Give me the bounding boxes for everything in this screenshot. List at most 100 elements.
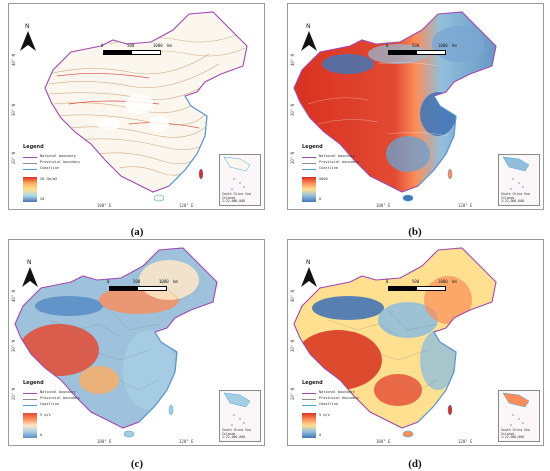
coastline xyxy=(138,331,178,423)
south-china-sea-inset: South China Sea Islands 1:22,000,000 xyxy=(219,154,261,206)
inset-caption: South China Sea Islands 1:22,000,000 xyxy=(501,428,530,440)
inset-map xyxy=(502,392,530,426)
hainan-island xyxy=(402,430,414,438)
scale-unit: km xyxy=(173,279,178,284)
lat-label: 40° N xyxy=(290,53,295,66)
scale-unit: km xyxy=(167,43,172,48)
legend-title: Legend xyxy=(302,380,323,386)
scale-end: 1000 xyxy=(159,279,169,284)
lat-label: 30° N xyxy=(290,339,295,352)
coastline xyxy=(417,331,457,423)
south-china-sea-inset: South China Sea Islands 1:22,000,000 xyxy=(219,390,261,442)
legend-national-label: National boundary xyxy=(319,154,355,158)
legend: Legend National boundary Provincial boun… xyxy=(23,144,113,204)
north-arrow-icon xyxy=(301,267,317,287)
legend-provincial-swatch xyxy=(23,399,37,400)
china-map-c xyxy=(14,247,218,438)
legend-coastline-label: Coastline xyxy=(319,166,338,170)
legend-national-swatch xyxy=(23,157,37,158)
north-label: N xyxy=(27,259,32,266)
legend-coastline-label: Coastline xyxy=(40,166,59,170)
ramp-low-label: 0 xyxy=(319,197,322,201)
ramp-high-label: 5 m/s xyxy=(319,413,330,417)
north-arrow: N xyxy=(19,23,37,53)
legend-provincial-label: Provincial boundary xyxy=(40,160,81,164)
lat-label: 30° N xyxy=(11,103,16,116)
color-ramp xyxy=(23,177,37,202)
legend-national-swatch xyxy=(23,393,37,394)
lat-label: 40° N xyxy=(11,289,16,302)
caption-b: (b) xyxy=(408,226,422,238)
legend-title: Legend xyxy=(302,144,323,150)
color-ramp xyxy=(23,413,37,438)
caption-a: (a) xyxy=(130,226,144,238)
scale-mid: 500 xyxy=(412,43,420,48)
scale-zero: 0 xyxy=(386,43,389,48)
lon-label: 120° E xyxy=(179,203,194,208)
caption-d: (d) xyxy=(408,458,422,470)
lat-label: 20° N xyxy=(290,387,295,400)
inset-caption: South China Sea Islands 1:22,000,000 xyxy=(501,192,530,204)
lat-label: 20° N xyxy=(11,151,16,164)
legend-national-label: National boundary xyxy=(319,390,355,394)
legend-coastline-label: Coastline xyxy=(319,402,338,406)
legend-national-label: National boundary xyxy=(40,154,76,158)
ramp-high-label: 5000 xyxy=(319,177,328,181)
scale-zero: 0 xyxy=(107,279,110,284)
inset-caption: South China Sea Islands 1:22,000,000 xyxy=(222,192,251,204)
lat-label: 20° N xyxy=(11,387,16,400)
north-arrow: N xyxy=(300,259,318,289)
taiwan-island xyxy=(447,168,453,180)
legend-provincial-swatch xyxy=(302,163,316,164)
map-panel-c: N 0 500 1000 km Legend National boundary… xyxy=(8,239,265,446)
taiwan-island xyxy=(198,168,204,180)
lon-label: 120° E xyxy=(458,203,473,208)
legend: Legend National boundary Provincial boun… xyxy=(23,380,113,440)
scale-bar-graphic xyxy=(109,286,167,291)
scale-end: 1000 xyxy=(438,43,448,48)
china-map-a xyxy=(44,11,248,202)
south-china-sea-inset: South China Sea Islands 1:22,000,000 xyxy=(498,154,540,206)
legend-provincial-label: Provincial boundary xyxy=(319,160,360,164)
inset-caption: South China Sea Islands 1:22,000,000 xyxy=(222,428,251,440)
taiwan-island xyxy=(447,404,453,416)
scale-zero: 0 xyxy=(386,279,389,284)
hainan-island xyxy=(153,194,165,202)
color-ramp xyxy=(302,413,316,438)
inset-map xyxy=(223,392,251,426)
legend-provincial-label: Provincial boundary xyxy=(40,396,81,400)
legend-coastline-swatch xyxy=(302,405,316,406)
legend-provincial-swatch xyxy=(302,399,316,400)
lon-label: 100° E xyxy=(97,439,112,444)
lat-label: 40° N xyxy=(11,53,16,66)
legend: Legend National boundary Provincial boun… xyxy=(302,380,392,440)
ramp-low-label: 20 xyxy=(40,197,45,201)
north-arrow: N xyxy=(300,23,318,53)
legend-coastline-swatch xyxy=(302,169,316,170)
legend-coastline-swatch xyxy=(23,405,37,406)
coastline xyxy=(417,95,457,187)
legend-national-swatch xyxy=(302,157,316,158)
lat-label: 40° N xyxy=(290,289,295,302)
lon-label: 100° E xyxy=(376,203,391,208)
ramp-low-label: 0 xyxy=(40,433,43,437)
south-china-sea-inset: South China Sea Islands 1:22,000,000 xyxy=(498,390,540,442)
inset-map xyxy=(223,156,251,190)
lon-label: 100° E xyxy=(376,439,391,444)
scale-bar-graphic xyxy=(388,286,446,291)
north-arrow-icon xyxy=(20,31,36,51)
lon-label: 120° E xyxy=(458,439,473,444)
lat-label: 30° N xyxy=(11,339,16,352)
north-label: N xyxy=(306,23,311,30)
legend: Legend National boundary Provincial boun… xyxy=(302,144,392,204)
north-arrow-icon xyxy=(301,31,317,51)
north-arrow-icon xyxy=(22,267,38,287)
map-panel-d: N 0 500 1000 km Legend National boundary… xyxy=(287,239,544,446)
ramp-high-label: 20 Gm/m2 xyxy=(40,177,58,181)
lat-label: 30° N xyxy=(290,103,295,116)
ramp-low-label: 0 xyxy=(319,433,322,437)
color-ramp xyxy=(302,177,316,202)
scale-unit: km xyxy=(452,43,457,48)
taiwan-island xyxy=(168,404,174,416)
china-map-b xyxy=(293,11,497,202)
